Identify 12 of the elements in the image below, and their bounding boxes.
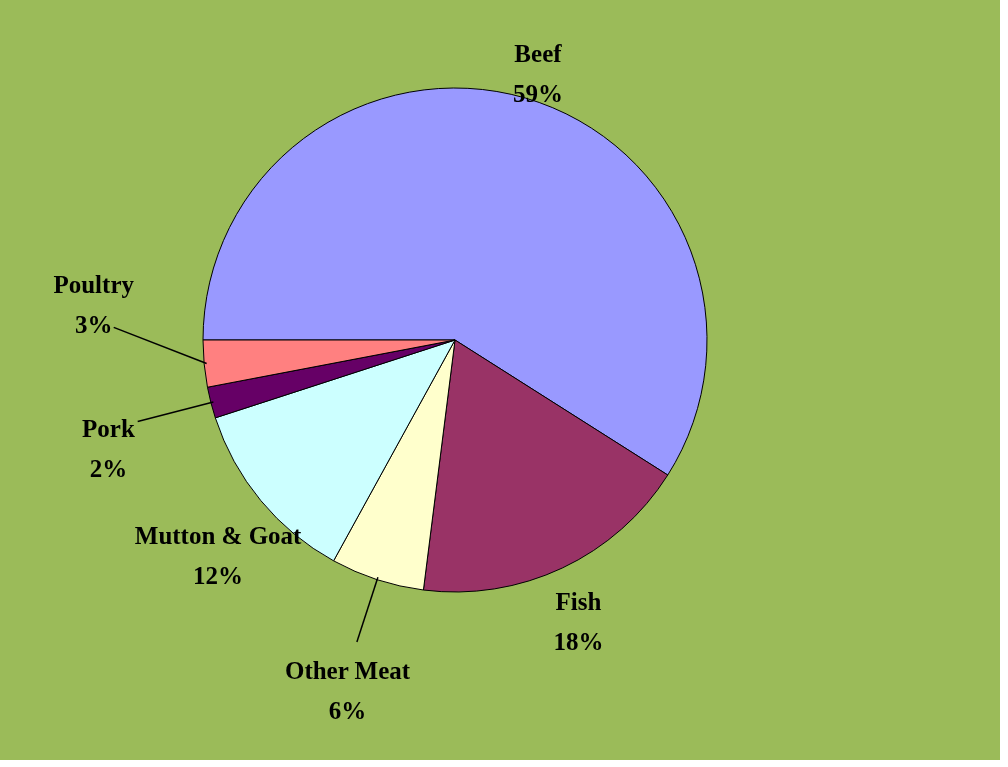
slice-label: Fish bbox=[555, 588, 602, 616]
slice-label: Other Meat bbox=[284, 656, 411, 684]
data-label: 2% bbox=[89, 454, 128, 482]
data-label: 59% bbox=[512, 80, 563, 108]
slice-label: Pork bbox=[82, 414, 135, 442]
data-label: 6% bbox=[328, 696, 367, 724]
slice-label: Beef bbox=[514, 40, 563, 68]
slice-label: Mutton & Goat bbox=[134, 521, 303, 549]
data-label: 18% bbox=[553, 628, 604, 656]
data-label: 3% bbox=[74, 311, 113, 339]
slice-label: Poultry bbox=[53, 271, 135, 299]
data-label: 12% bbox=[193, 561, 244, 589]
